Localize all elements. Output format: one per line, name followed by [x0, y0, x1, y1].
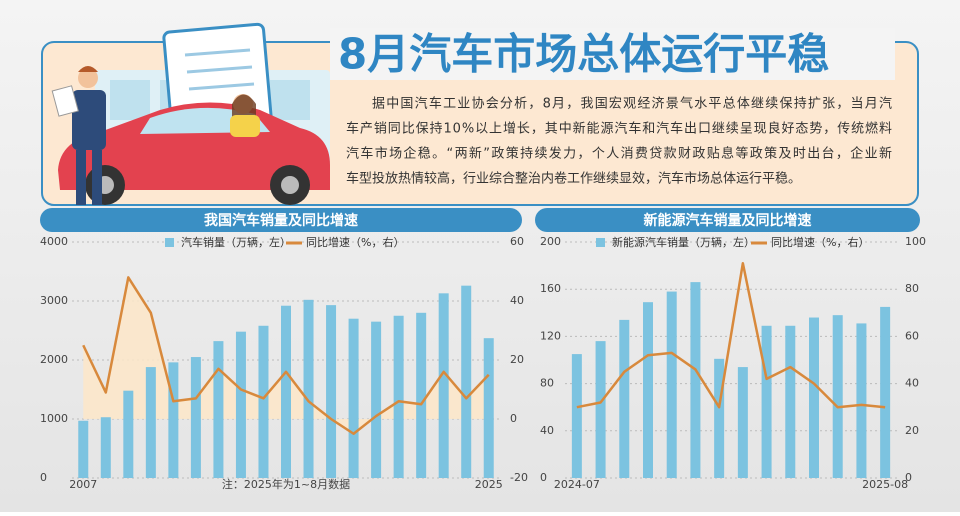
- bar: [123, 390, 134, 478]
- note: 注：2025年为1~8月数据: [222, 477, 350, 491]
- legend-label: 同比增速（%，右）: [771, 235, 869, 249]
- line: [82, 276, 490, 435]
- legend-label: 新能源汽车销量（万辆，左）: [612, 235, 755, 249]
- bar: [168, 362, 179, 478]
- bar: [483, 338, 494, 478]
- bar: [416, 312, 427, 478]
- bar: [348, 318, 359, 478]
- legend-swatch: [165, 238, 174, 247]
- paragraph: 据中国汽车工业协会分析，8月，我国宏观经济景气水平总体继续保持扩张，当月汽车产销…: [346, 96, 892, 187]
- bar: [371, 321, 382, 478]
- panel-header: [40, 208, 522, 232]
- panel-header: [535, 208, 920, 232]
- legend-swatch: [596, 238, 605, 247]
- x-tick-label: 2025: [475, 478, 503, 491]
- y-tick-label: 0: [540, 471, 547, 484]
- x-tick-label: 2024-07: [554, 478, 600, 491]
- title-backdrop: [330, 28, 895, 80]
- y-tick-label: 2000: [40, 353, 68, 366]
- bar: [145, 367, 156, 478]
- legend-label: 汽车销量（万辆，左）: [181, 235, 291, 249]
- title: 8月汽车市场总体运行平稳: [338, 30, 829, 79]
- paragraph-line: 据中国汽车工业协会分析，8月，我国宏观经济景气水平总体继续保持扩张，当月汽: [372, 96, 892, 112]
- bar: [235, 331, 246, 478]
- bar: [690, 282, 701, 478]
- y-tick-label: 1000: [40, 412, 68, 425]
- bar: [761, 325, 772, 478]
- y-tick-label: 40: [540, 424, 554, 437]
- y2-tick-label: 80: [905, 282, 919, 295]
- y2-tick-label: 40: [510, 294, 524, 307]
- y2-tick-label: -20: [510, 471, 528, 484]
- bar: [281, 305, 291, 478]
- bar: [619, 319, 630, 478]
- bar: [303, 299, 314, 478]
- chart-title: 新能源汽车销量及同比增速: [644, 212, 812, 229]
- y-tick-label: 4000: [40, 235, 68, 248]
- bar: [326, 305, 337, 478]
- bar: [100, 417, 111, 478]
- y-tick-label: 80: [540, 377, 554, 390]
- y2-tick-label: 20: [510, 353, 524, 366]
- bar: [714, 358, 725, 478]
- bar: [258, 325, 269, 478]
- y-tick-label: 160: [540, 282, 561, 295]
- paragraph-line: 车产销同比保持10%以上增长，其中新能源汽车和汽车出口继续呈现良好态势，传统燃料: [346, 121, 892, 137]
- bar: [571, 354, 582, 478]
- x-tick-label: 2007: [69, 478, 97, 491]
- bar: [737, 367, 748, 478]
- chart-title: 我国汽车销量及同比增速: [204, 212, 358, 229]
- y-tick-label: 0: [40, 471, 47, 484]
- y2-tick-label: 0: [510, 412, 517, 425]
- charts: 我国汽车销量及同比增速01000200030004000-20020406020…: [40, 208, 926, 491]
- bar: [213, 341, 224, 478]
- paragraph-line: 汽车市场企稳。“两新”政策持续发力，个人消费贷款财政贴息等政策及时出台，企业新: [346, 146, 892, 162]
- bar: [393, 315, 404, 478]
- bar: [78, 420, 89, 478]
- x-tick-label: 2025-08: [862, 478, 908, 491]
- y2-tick-label: 20: [905, 424, 919, 437]
- y-tick-label: 120: [540, 329, 561, 342]
- bar: [856, 323, 867, 478]
- bar: [809, 317, 819, 478]
- illustration: [51, 22, 330, 205]
- bar: [880, 306, 891, 478]
- y2-tick-label: 100: [905, 235, 926, 248]
- y-tick-label: 200: [540, 235, 561, 248]
- bar: [190, 357, 201, 478]
- bar: [785, 325, 796, 478]
- line: [576, 261, 886, 409]
- paragraph-line: 车型投放热情较高，行业综合整治内卷工作继续显效，汽车市场总体运行平稳。: [346, 171, 801, 187]
- bar: [666, 291, 677, 478]
- bar: [643, 302, 653, 478]
- y2-tick-label: 60: [510, 235, 524, 248]
- y2-tick-label: 60: [905, 329, 919, 342]
- y-tick-label: 3000: [40, 294, 68, 307]
- y2-tick-label: 40: [905, 377, 919, 390]
- bar: [595, 341, 606, 478]
- y2-tick-label: 0: [905, 471, 912, 484]
- bar: [438, 293, 449, 478]
- bar: [832, 315, 843, 478]
- bar: [461, 285, 472, 478]
- legend-label: 同比增速（%，右）: [306, 235, 404, 249]
